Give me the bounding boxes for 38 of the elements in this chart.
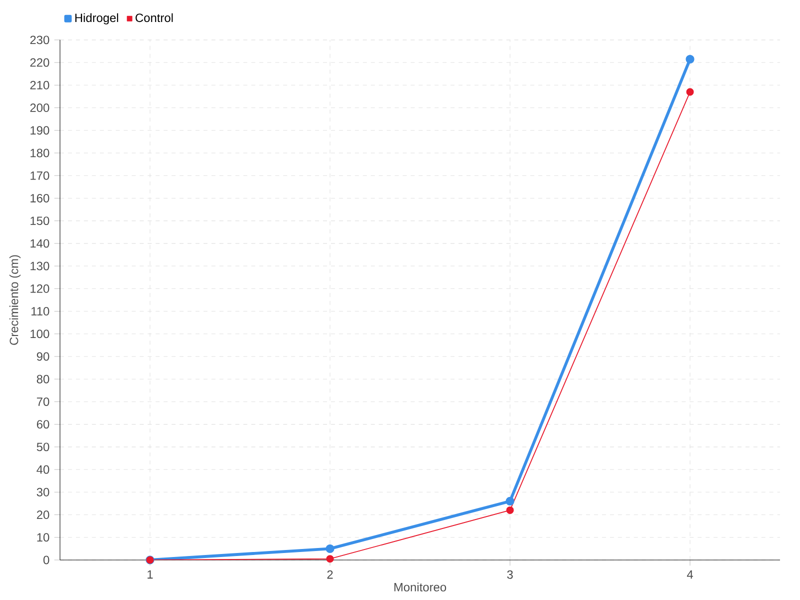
- y-tick-label: 90: [36, 352, 50, 361]
- x-tick-label: 2: [327, 570, 333, 579]
- y-tick-label: 0: [43, 556, 50, 564]
- y-tick-label: 200: [30, 104, 50, 112]
- y-tick-label: 100: [30, 330, 50, 338]
- y-tick-label: 220: [30, 58, 50, 67]
- y-tick-label: 210: [30, 80, 50, 90]
- y-tick-label: 130: [30, 262, 50, 270]
- y-tick-label: 40: [36, 465, 50, 474]
- y-tick-label: 10: [37, 533, 50, 542]
- point: [506, 496, 514, 506]
- point: [506, 506, 514, 514]
- y-tick-label: 70: [36, 397, 50, 406]
- y-tick-label: 140: [30, 239, 50, 248]
- y-tick-label: 80: [36, 374, 50, 384]
- y-tick-label: 230: [30, 36, 50, 44]
- y-tick-label: 120: [30, 284, 50, 293]
- y-tick-label: 170: [30, 171, 50, 180]
- x-tick-label: 1: [148, 570, 153, 579]
- point: [686, 88, 694, 96]
- y-tick-label: 190: [30, 126, 50, 135]
- y-tick-label: 110: [32, 307, 50, 316]
- point: [686, 54, 694, 64]
- point: [326, 544, 334, 553]
- y-axis-title: Crecimiento (cm): [9, 255, 21, 345]
- y-tick-label: 50: [36, 442, 50, 452]
- legend-label: Hidrogel: [75, 13, 118, 24]
- y-tick-label: 30: [36, 488, 50, 496]
- y-tick-label: 160: [30, 194, 50, 202]
- x-tick-label: 4: [686, 570, 693, 579]
- legend-label: Control: [136, 13, 173, 22]
- y-tick-label: 60: [36, 420, 50, 429]
- y-tick-label: 20: [36, 510, 50, 519]
- y-tick-label: 180: [30, 148, 50, 158]
- y-tick-label: 150: [30, 216, 50, 226]
- x-tick-label: 3: [507, 570, 513, 579]
- point: [326, 555, 334, 563]
- x-axis-title: Monitoreo: [394, 582, 446, 592]
